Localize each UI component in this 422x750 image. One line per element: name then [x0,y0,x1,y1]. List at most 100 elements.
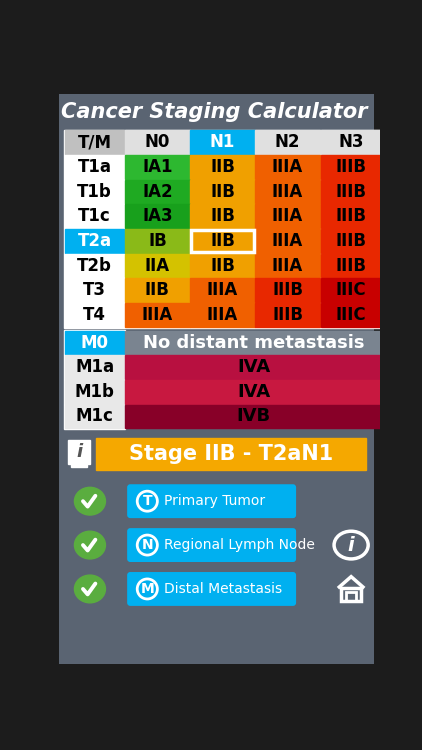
Text: Regional Lymph Node: Regional Lymph Node [164,538,315,552]
Bar [190,254,254,278]
Bar [191,230,254,252]
Bar [321,303,382,327]
Text: M1c: M1c [76,407,114,425]
Bar [65,303,124,327]
Text: IA2: IA2 [142,183,173,201]
Bar [321,130,382,154]
Bar [321,155,382,179]
Text: IIIA: IIIA [272,183,303,201]
Bar [190,229,254,253]
Bar [255,130,320,154]
FancyBboxPatch shape [127,528,296,562]
Bar [125,204,189,228]
Text: M: M [141,582,154,596]
Text: T4: T4 [83,306,106,324]
Text: IB: IB [148,232,167,250]
Bar [190,155,254,179]
Text: N: N [141,538,153,552]
Bar [125,278,189,302]
Bar [125,380,382,404]
Bar [125,229,189,253]
Text: N2: N2 [275,134,300,152]
FancyBboxPatch shape [127,484,296,518]
Bar [190,278,254,302]
Text: No distant metastasis: No distant metastasis [143,334,364,352]
Bar [65,155,124,179]
Bar [65,404,124,428]
Text: T1c: T1c [78,207,111,225]
Bar [125,155,189,179]
Text: IVA: IVA [237,382,270,400]
Text: IIIB: IIIB [335,207,367,225]
Bar [190,204,254,228]
Bar [65,130,124,154]
Text: T2b: T2b [77,256,112,274]
Bar [65,229,124,253]
Bar [71,464,87,466]
Bar [65,254,124,278]
Text: IIIB: IIIB [335,183,367,201]
Text: Primary Tumor: Primary Tumor [164,494,265,508]
Bar [255,204,320,228]
Bar [65,330,125,429]
Text: IIA: IIA [145,256,170,274]
Text: IIB: IIB [210,256,235,274]
Text: N0: N0 [145,134,170,152]
Bar [321,180,382,203]
Text: i: i [348,536,354,554]
Text: M0: M0 [81,334,108,352]
Bar [255,254,320,278]
Bar [255,303,320,327]
Text: IIIB: IIIB [335,256,367,274]
Text: IIIA: IIIA [207,306,238,324]
Text: T1b: T1b [77,183,112,201]
Text: IIIC: IIIC [336,306,366,324]
Bar [96,438,366,470]
Text: IIIA: IIIA [272,207,303,225]
Text: IA3: IA3 [142,207,173,225]
Bar [321,254,382,278]
FancyBboxPatch shape [127,572,296,606]
Ellipse shape [74,575,106,603]
Bar [255,155,320,179]
Bar [190,180,254,203]
Bar [255,180,320,203]
Bar [190,303,254,327]
Text: M1a: M1a [75,358,114,376]
Text: IIB: IIB [210,183,235,201]
Bar [341,588,361,601]
Bar [125,404,382,428]
Bar [255,278,320,302]
Bar [65,180,124,203]
Text: IIB: IIB [210,158,235,176]
Text: T: T [143,494,152,508]
Text: IIIB: IIIB [272,306,303,324]
Bar [125,130,189,154]
Bar [65,380,124,404]
Ellipse shape [74,488,106,515]
Text: T1a: T1a [78,158,111,176]
Bar [68,440,90,464]
Bar [190,130,254,154]
Text: T2a: T2a [78,232,112,250]
Bar [125,254,189,278]
Text: IIIB: IIIB [272,281,303,299]
Text: N1: N1 [210,134,235,152]
Bar [65,331,124,355]
Text: IIIB: IIIB [335,158,367,176]
Bar [125,303,189,327]
Text: M1b: M1b [75,382,114,400]
Bar [255,229,320,253]
Text: IIIA: IIIA [272,256,303,274]
Text: IIIA: IIIA [272,232,303,250]
Bar [125,331,382,355]
Text: Cancer Staging Calculator: Cancer Staging Calculator [62,101,368,122]
Text: N3: N3 [338,134,364,152]
Bar [321,204,382,228]
Text: IVB: IVB [236,407,271,425]
Bar [346,592,356,601]
Text: IIIC: IIIC [336,281,366,299]
Bar [65,130,382,328]
Bar [321,229,382,253]
Ellipse shape [74,531,106,559]
